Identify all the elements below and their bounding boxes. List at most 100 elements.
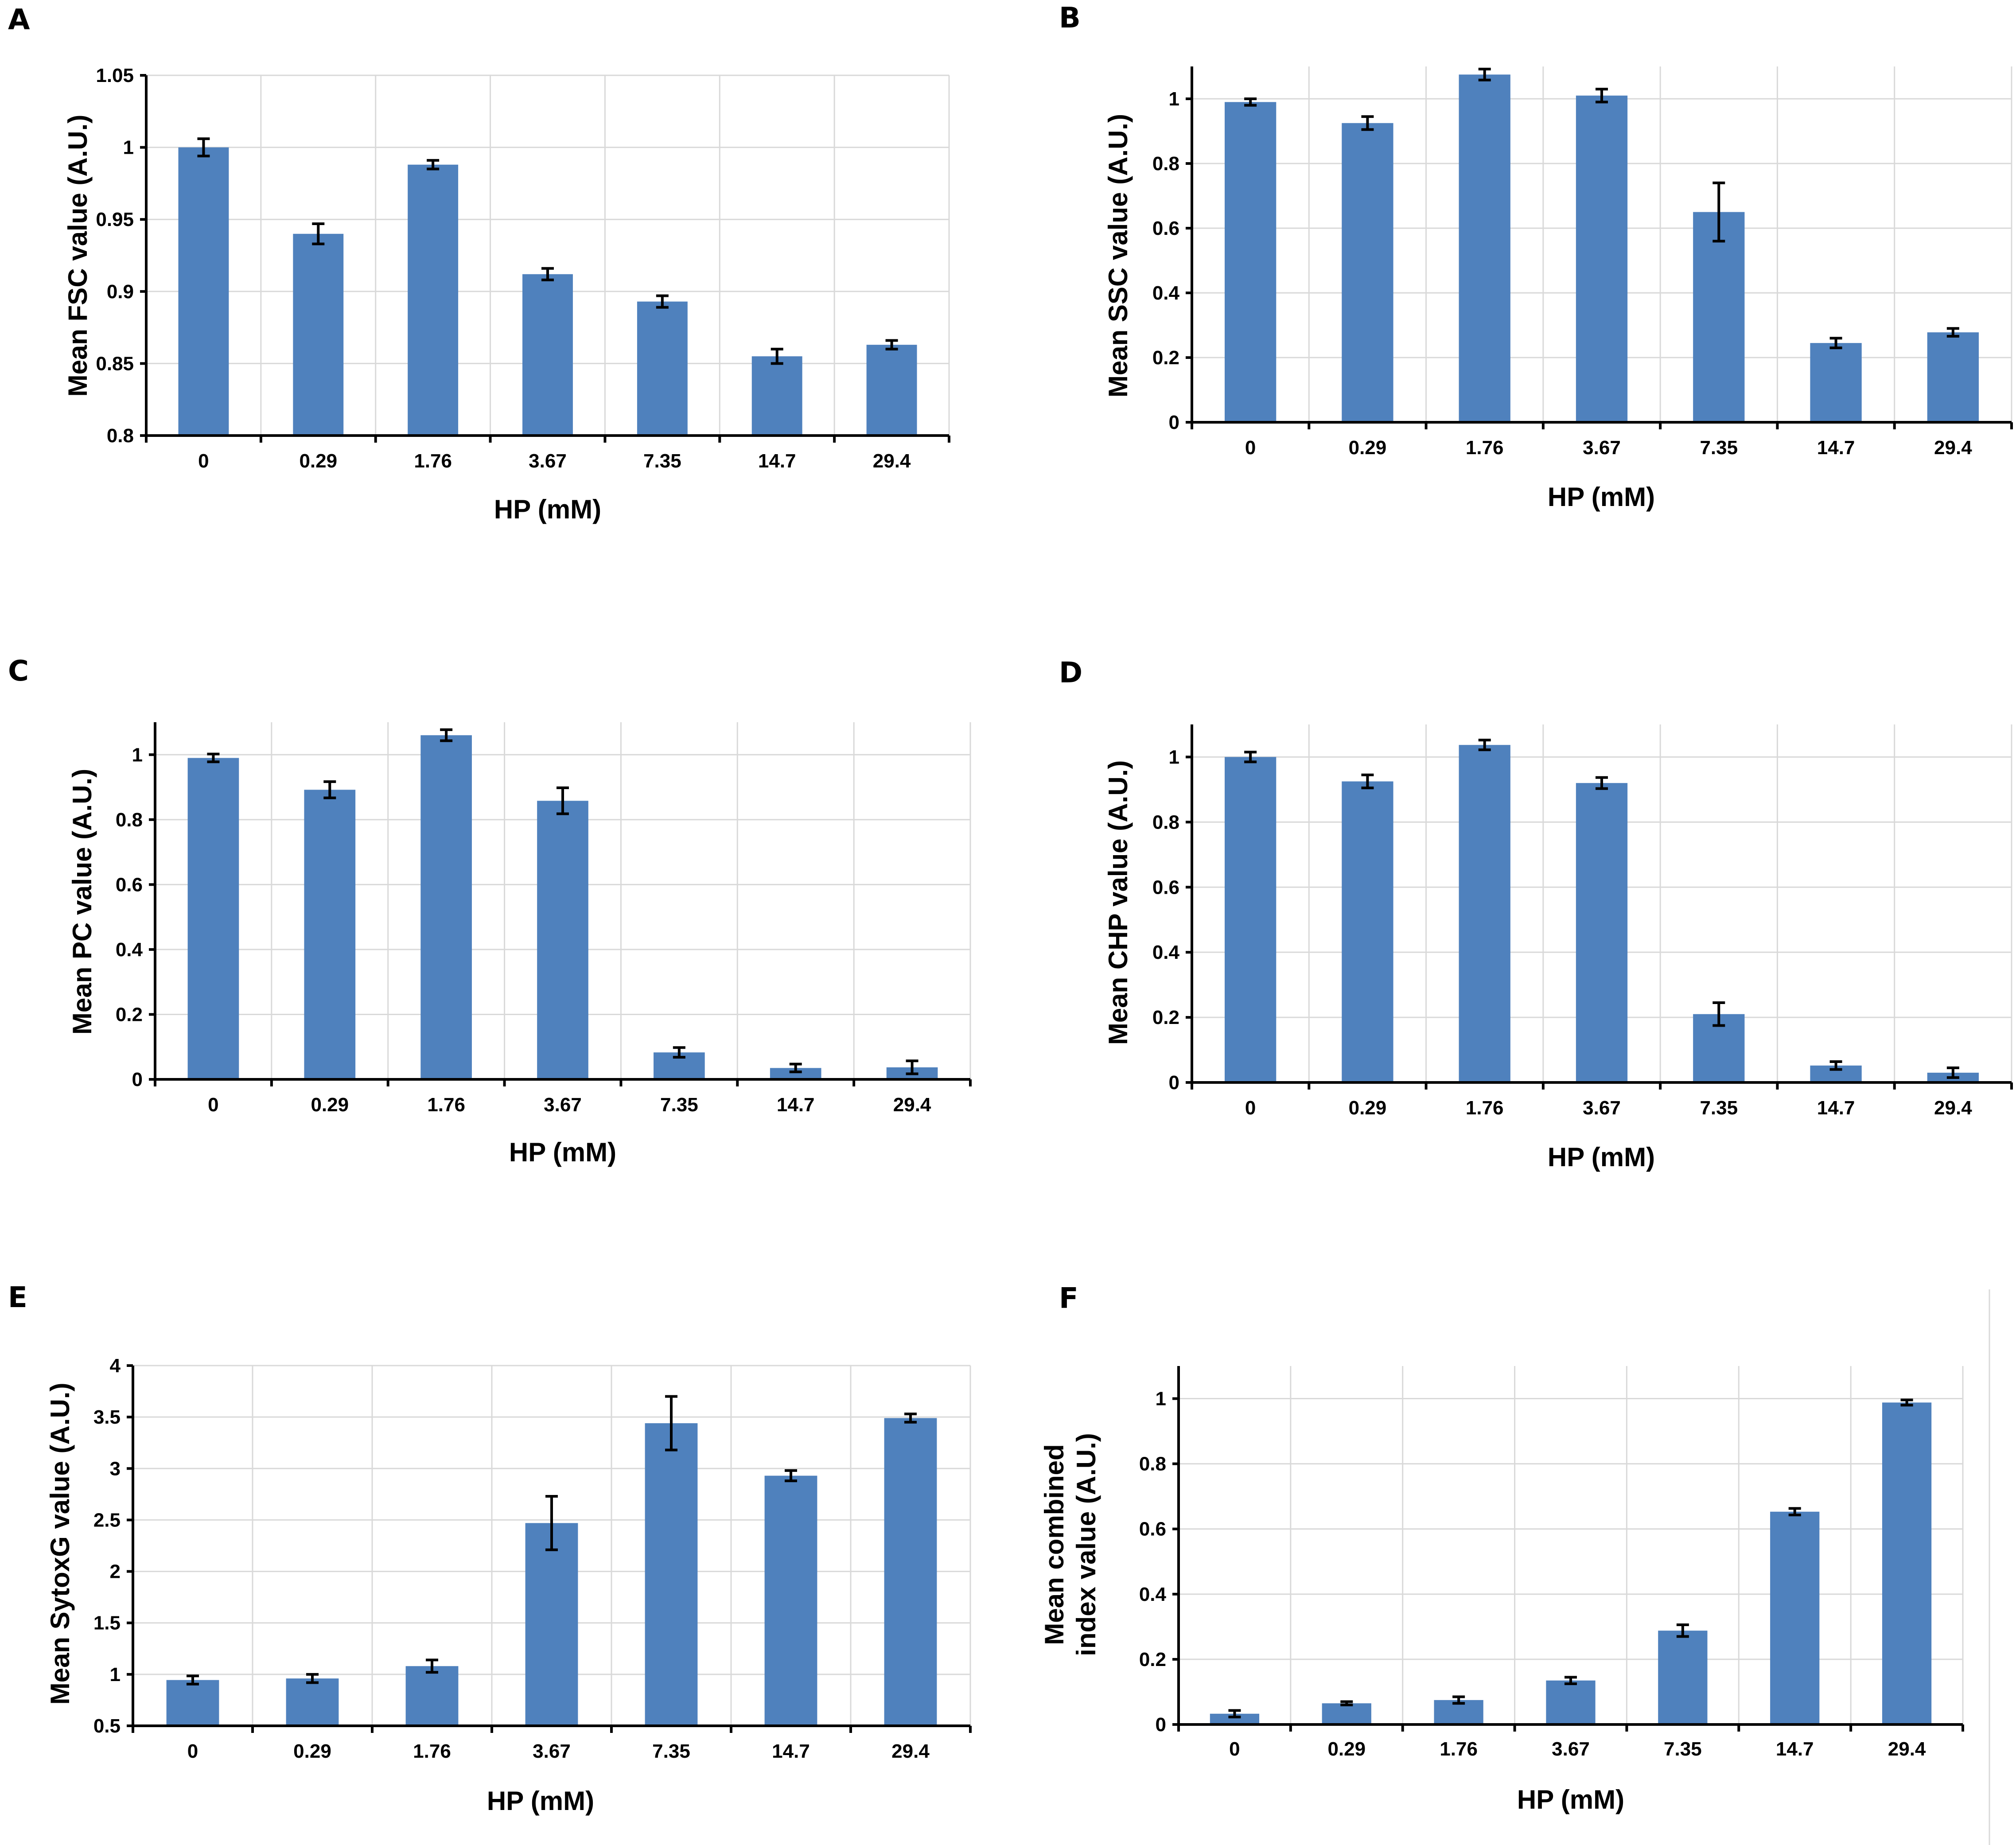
panel-e-y-tick-label: 1.5	[93, 1612, 121, 1634]
panel-f-x-tick-label: 0	[1229, 1738, 1240, 1760]
panel-a-bar-0.29	[293, 234, 344, 436]
panel-d-y-tick-label: 0	[1169, 1072, 1179, 1094]
panel-f-y-tick-label: 0.4	[1139, 1584, 1167, 1605]
panel-d-errorbar-7.35	[1712, 1001, 1725, 1027]
panel-a: A 0.8 0.85 0.9 0.95 1 1.05 0 0.29 1.76 3.67 7.35 14.…	[8, 4, 950, 524]
panel-b-errorbar-29.4	[1946, 327, 1959, 338]
panel-f-errorbar-0	[1228, 1709, 1241, 1719]
panel-a-errorbar-7.35	[656, 294, 669, 309]
panel-c-x-tick-label: 1.76	[427, 1094, 465, 1116]
panel-e-errorbar-29.4	[904, 1413, 917, 1424]
panel-b-errorbar-0	[1244, 97, 1257, 107]
panel-a-x-tick-label: 3.67	[529, 450, 567, 472]
panel-b-y-tick-label: 0.6	[1152, 218, 1179, 239]
panel-d-y-tick-label: 0.8	[1152, 811, 1179, 833]
panel-f-x-tick-label: 14.7	[1776, 1738, 1814, 1760]
panel-c-x-tick-label: 0	[208, 1094, 218, 1116]
panel-d-y-axis-title-line: Mean CHP value (A.U.)	[1103, 760, 1133, 1045]
panel-f-y-axis-title-line: Mean combined	[1039, 1444, 1069, 1645]
panel-d-bar-1.76	[1459, 745, 1510, 1082]
panel-c-x-axis-title: HP (mM)	[509, 1137, 616, 1167]
panel-e-y-axis-title-line: Mean SytoxG value (A.U.)	[45, 1383, 75, 1705]
panel-d-x-tick-label: 7.35	[1700, 1097, 1738, 1119]
panel-e-y-tick-label: 3.5	[93, 1406, 121, 1428]
panel-e-y-tick-label: 1	[110, 1664, 121, 1685]
panel-e-errorbar-7.35	[665, 1395, 677, 1452]
panel-f-errorbar-7.35	[1676, 1623, 1689, 1638]
panel-b-x-tick-label: 0	[1245, 437, 1256, 459]
panel-b-x-axis-title: HP (mM)	[1548, 482, 1655, 512]
panel-b-bar-7.35	[1693, 212, 1745, 422]
panel-a-x-tick-label: 1.76	[414, 450, 452, 472]
panel-a-y-tick-label: 1	[123, 137, 134, 159]
panel-c-y-tick-label: 0.2	[116, 1004, 143, 1025]
panel-d-errorbar-0	[1244, 751, 1257, 763]
panel-e-y-tick-label: 0.5	[93, 1715, 121, 1737]
panel-a-x-tick-label: 14.7	[758, 450, 796, 472]
panel-e-y-tick-label: 4	[110, 1355, 121, 1377]
panel-c-y-tick-label: 0.4	[116, 939, 143, 961]
panel-e-x-tick-label: 29.4	[891, 1740, 930, 1762]
panel-f-x-tick-label: 3.67	[1552, 1738, 1590, 1760]
panel-e-bar-0	[166, 1680, 219, 1726]
panel-c-y-axis-title: Mean PC value (A.U.)	[67, 769, 97, 1035]
panel-e-bar-7.35	[645, 1423, 698, 1726]
panel-b-errorbar-14.7	[1829, 337, 1842, 350]
panel-a-x-axis-title: HP (mM)	[494, 494, 601, 524]
panel-d-x-tick-label: 14.7	[1817, 1097, 1855, 1119]
panel-c-y-tick-label: 0.6	[116, 874, 143, 895]
panel-f-y-axis-title-line: index value (A.U.)	[1071, 1433, 1101, 1656]
panel-d-errorbar-14.7	[1829, 1060, 1842, 1071]
panel-a-y-tick-label: 0.9	[107, 281, 134, 303]
panel-d-bar-0	[1225, 757, 1277, 1082]
panel-e-bar-29.4	[884, 1418, 937, 1726]
panel-e-x-tick-label: 7.35	[652, 1740, 690, 1762]
panel-b-letter: B	[1059, 2, 1081, 35]
panel-e-errorbar-0	[187, 1674, 199, 1685]
panel-a-bar-3.67	[522, 274, 573, 436]
panel-f-x-tick-label: 29.4	[1888, 1738, 1926, 1760]
panel-a-bar-1.76	[408, 164, 459, 436]
panel-d-x-tick-label: 29.4	[1934, 1097, 1972, 1119]
panel-f-bar-14.7	[1770, 1511, 1820, 1724]
panel-c-x-tick-label: 0.29	[311, 1094, 349, 1116]
panel-c-errorbar-29.4	[906, 1059, 918, 1075]
panel-b-x-tick-label: 3.67	[1583, 437, 1621, 459]
panel-f-bar-3.67	[1546, 1680, 1596, 1724]
panel-e: E 0.5 1 1.5 2 2.5 3 3.5 4 0 0.29 1.76 3.67 7.35 14.7 29…	[8, 1281, 972, 1816]
panel-a-y-axis-title-line: Mean FSC value (A.U.)	[63, 115, 93, 397]
panel-c-bar-3.67	[537, 801, 588, 1079]
panel-f-bar-29.4	[1882, 1402, 1932, 1724]
panel-b-y-tick-label: 0.2	[1152, 347, 1179, 369]
panel-d-y-tick-label: 1	[1169, 746, 1179, 768]
panel-a-errorbar-14.7	[771, 347, 783, 365]
panel-a-errorbar-3.67	[541, 267, 554, 281]
panel-f-y-tick-label: 1	[1156, 1388, 1166, 1410]
panel-f-x-tick-label: 0.29	[1327, 1738, 1366, 1760]
panel-e-errorbar-1.76	[426, 1658, 438, 1674]
panel-a-bar-29.4	[866, 345, 917, 436]
panel-f-x-tick-label: 1.76	[1440, 1738, 1478, 1760]
panel-e-bar-14.7	[764, 1475, 817, 1726]
panel-f-x-axis-title: HP (mM)	[1517, 1785, 1624, 1814]
panel-d-errorbar-1.76	[1478, 739, 1491, 751]
panel-b-bar-0.29	[1342, 123, 1393, 422]
panel-e-errorbar-14.7	[785, 1469, 797, 1483]
panel-e-bar-0.29	[286, 1678, 339, 1726]
panel-c-errorbar-14.7	[789, 1063, 802, 1074]
panel-a-y-tick-label: 1.05	[96, 65, 134, 86]
panel-e-x-tick-label: 1.76	[413, 1740, 451, 1762]
panel-c-x-tick-label: 3.67	[544, 1094, 582, 1116]
panel-b-errorbar-0.29	[1361, 115, 1374, 131]
panel-b-errorbar-7.35	[1712, 181, 1725, 243]
panel-e-letter: E	[8, 1281, 27, 1314]
panel-e-errorbar-3.67	[545, 1495, 558, 1551]
panel-f-errorbar-1.76	[1452, 1695, 1465, 1705]
panel-f-y-tick-label: 0	[1156, 1714, 1166, 1736]
panel-f-y-tick-label: 0.8	[1139, 1453, 1166, 1475]
panel-b-errorbar-1.76	[1478, 67, 1491, 82]
panel-b-y-tick-label: 0.8	[1152, 153, 1179, 175]
panel-e-y-axis-title: Mean SytoxG value (A.U.)	[45, 1383, 75, 1705]
panel-b-y-axis-title: Mean SSC value (A.U.)	[1103, 114, 1133, 397]
